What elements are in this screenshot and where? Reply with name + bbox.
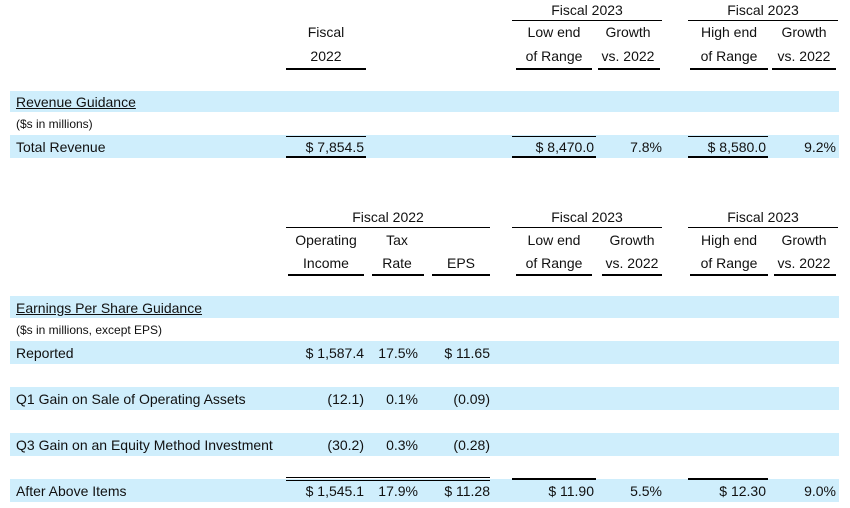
eps-header-low-growth-rule — [602, 274, 662, 276]
rev-header-low-rule — [516, 68, 592, 70]
eps-row-tax: 17.5% — [378, 345, 418, 361]
eps-header-fy2023-low-group-rule — [512, 227, 662, 228]
eps-header-high-growth-line2: vs. 2022 — [777, 255, 831, 271]
eps-row-tax: 0.3% — [386, 437, 418, 453]
rev-header-low-line1: Low end — [527, 24, 581, 40]
eps-header-high-rule — [690, 274, 768, 276]
rev-units-note: ($s in millions) — [16, 117, 93, 131]
rev-total-high-bottom-rule — [688, 156, 768, 158]
eps-after-fy2022-top-rule-b — [286, 480, 490, 481]
eps-header-low-line1: Low end — [527, 232, 581, 248]
rev-total-high-growth: 9.2% — [804, 139, 836, 155]
eps-after-fy2022-top-rule-a — [286, 477, 490, 478]
rev-total-high: $ 8,580.0 — [707, 139, 766, 155]
rev-total-fy2022-bottom-rule — [286, 156, 366, 158]
rev-header-low-growth-line1: Growth — [605, 24, 651, 40]
eps-row-band — [10, 341, 839, 364]
rev-header-low-growth-line2: vs. 2022 — [601, 48, 655, 64]
eps-header-fy2023-high-group: Fiscal 2023 — [727, 209, 799, 225]
eps-header-low-growth-line2: vs. 2022 — [605, 255, 659, 271]
eps-header-eps: EPS — [446, 255, 475, 271]
eps-row-opinc: $ 1,587.4 — [305, 345, 364, 361]
rev-header-fy2023-low-group: Fiscal 2023 — [551, 2, 623, 18]
rev-header-low-growth-rule — [598, 68, 660, 70]
eps-row-opinc: (30.2) — [327, 437, 364, 453]
rev-total-low-bottom-rule — [512, 156, 596, 158]
eps-after-low: $ 11.90 — [548, 483, 594, 499]
rev-total-high-top-rule — [688, 136, 768, 137]
eps-row-band — [10, 387, 839, 410]
eps-header-opinc-rule — [288, 274, 364, 276]
rev-header-high-rule — [690, 68, 768, 70]
eps-header-low-rule — [516, 274, 592, 276]
eps-after-band — [10, 479, 839, 502]
eps-after-low-top-rule — [512, 478, 596, 480]
eps-row-opinc: (12.1) — [327, 391, 364, 407]
rev-section-title: Revenue Guidance — [16, 94, 136, 110]
rev-header-high-line1: High end — [700, 24, 758, 40]
eps-row-label: Q3 Gain on an Equity Method Investment — [16, 437, 273, 453]
eps-after-label: After Above Items — [16, 483, 127, 499]
rev-header-fy2022-line2: 2022 — [310, 48, 342, 64]
rev-header-fy2023-low-group-rule — [512, 20, 662, 21]
eps-row-band — [10, 433, 839, 456]
eps-header-tax-rule — [372, 274, 424, 276]
rev-header-low-line2: of Range — [525, 48, 583, 64]
rev-header-high-growth-line1: Growth — [781, 24, 827, 40]
eps-after-high: $ 12.30 — [719, 483, 766, 499]
eps-after-opinc: $ 1,545.1 — [305, 483, 364, 499]
rev-total-low: $ 8,470.0 — [535, 139, 594, 155]
rev-total-low-growth: 7.8% — [630, 139, 662, 155]
eps-header-fy2023-high-group-rule — [688, 227, 838, 228]
eps-title-band — [10, 296, 839, 318]
eps-after-high-top-rule — [688, 478, 768, 480]
eps-after-tax: 17.9% — [378, 483, 418, 499]
rev-total-fy2022: $ 7,854.5 — [305, 139, 364, 155]
eps-header-fy2022-group-rule — [286, 227, 490, 228]
eps-header-fy2023-low-group: Fiscal 2023 — [551, 209, 623, 225]
eps-row-tax: 0.1% — [386, 391, 418, 407]
eps-header-high-growth-line1: Growth — [781, 232, 827, 248]
rev-header-fy2022-line1: Fiscal — [307, 24, 345, 40]
rev-header-fy2022-rule — [286, 68, 366, 70]
eps-header-tax-line1: Tax — [386, 232, 408, 248]
eps-after-low-growth: 5.5% — [630, 483, 662, 499]
rev-total-fy2022-top-rule — [286, 136, 366, 137]
eps-header-high-line1: High end — [700, 232, 758, 248]
rev-header-fy2023-high-group-rule — [688, 20, 838, 21]
rev-header-high-growth-line2: vs. 2022 — [777, 48, 831, 64]
rev-title-band — [10, 91, 839, 112]
eps-header-high-growth-rule — [774, 274, 836, 276]
eps-header-opinc-line2: Income — [303, 255, 349, 271]
rev-total-band — [10, 135, 839, 158]
eps-header-low-growth-line1: Growth — [609, 232, 655, 248]
eps-header-opinc-line1: Operating — [295, 232, 357, 248]
eps-row-eps: (0.28) — [453, 437, 490, 453]
eps-section-title: Earnings Per Share Guidance — [16, 300, 202, 316]
eps-after-high-growth: 9.0% — [804, 483, 836, 499]
eps-after-eps: $ 11.28 — [444, 483, 490, 499]
eps-row-eps: $ 11.65 — [444, 345, 490, 361]
eps-header-tax-line2: Rate — [382, 255, 412, 271]
eps-header-low-line2: of Range — [525, 255, 583, 271]
rev-total-low-top-rule — [512, 136, 596, 137]
rev-total-label: Total Revenue — [16, 139, 106, 155]
eps-header-high-line2: of Range — [700, 255, 758, 271]
eps-units-note: ($s in millions, except EPS) — [16, 323, 163, 337]
eps-row-label: Reported — [16, 345, 74, 361]
eps-row-label: Q1 Gain on Sale of Operating Assets — [16, 391, 246, 407]
eps-row-eps: (0.09) — [453, 391, 490, 407]
rev-header-high-growth-rule — [772, 68, 836, 70]
eps-header-eps-rule — [432, 274, 490, 276]
eps-header-fy2022-group: Fiscal 2022 — [352, 209, 424, 225]
rev-header-high-line2: of Range — [700, 48, 758, 64]
rev-header-fy2023-high-group: Fiscal 2023 — [727, 2, 799, 18]
